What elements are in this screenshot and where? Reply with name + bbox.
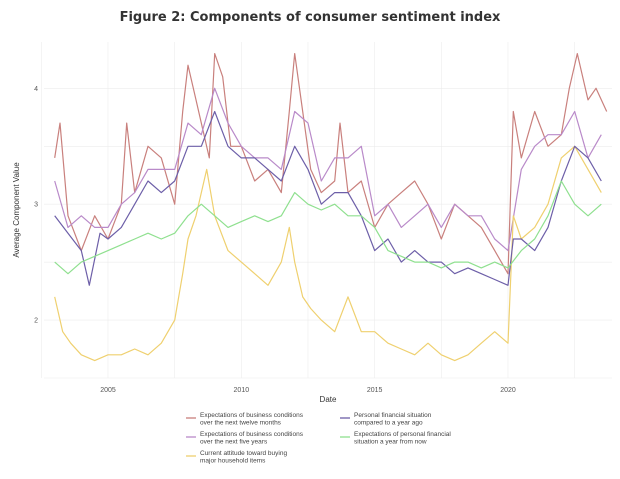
legend: Expectations of business conditionsover … bbox=[186, 412, 451, 465]
legend-label: over the next twelve months bbox=[200, 420, 282, 427]
chart-title: Figure 2: Components of consumer sentime… bbox=[119, 10, 501, 25]
series-line-5 bbox=[54, 180, 602, 275]
legend-label: Expectations of business conditions bbox=[200, 412, 304, 419]
series-line-2 bbox=[54, 87, 602, 252]
y-tick-label: 4 bbox=[34, 86, 38, 93]
legend-label: Expectations of business conditions bbox=[200, 431, 304, 438]
x-axis-label: Date bbox=[320, 395, 337, 404]
legend-label: over the next five years bbox=[200, 439, 268, 446]
x-tick-label: 2010 bbox=[234, 387, 250, 394]
legend-label: Personal financial situation bbox=[354, 412, 432, 419]
grid bbox=[41, 42, 612, 379]
legend-item-5: Expectations of personal financialsituat… bbox=[340, 431, 451, 446]
series-line-4 bbox=[54, 110, 602, 286]
legend-label: situation a year from now bbox=[354, 439, 427, 446]
y-axis-label: Average Component Value bbox=[12, 162, 21, 258]
legend-item-1: Expectations of business conditionsover … bbox=[186, 412, 304, 427]
y-tick-label: 3 bbox=[34, 202, 38, 209]
legend-item-2: Expectations of business conditionsover … bbox=[186, 431, 304, 446]
series-line-1 bbox=[54, 52, 608, 275]
x-tick-label: 2005 bbox=[100, 387, 116, 394]
legend-label: Current attitude toward buying bbox=[200, 450, 287, 457]
legend-label: Expectations of personal financial bbox=[354, 431, 451, 438]
series-line-3 bbox=[54, 145, 602, 362]
legend-label: major household items bbox=[200, 458, 266, 465]
legend-label: compared to a year ago bbox=[354, 420, 423, 427]
series-lines bbox=[54, 52, 608, 362]
y-tick-labels: 2 3 4 bbox=[34, 86, 38, 325]
y-tick-label: 2 bbox=[34, 318, 38, 325]
x-tick-label: 2015 bbox=[367, 387, 383, 394]
x-tick-labels: 2005 2010 2015 2020 bbox=[100, 387, 516, 394]
x-tick-label: 2020 bbox=[500, 387, 516, 394]
